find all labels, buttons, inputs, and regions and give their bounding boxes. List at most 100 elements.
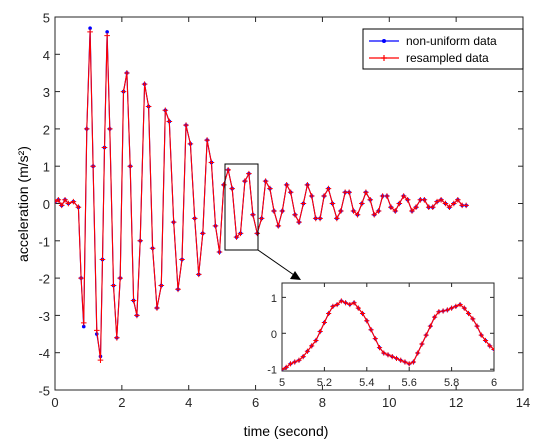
- inset-data-point: [304, 348, 311, 354]
- main-data-point: [262, 178, 269, 184]
- main-data-point: [83, 126, 90, 132]
- main-data-point: [434, 198, 440, 205]
- main-data-point: [371, 211, 378, 218]
- main-y-tick-label: -5: [38, 384, 50, 399]
- inset-data-point: [389, 354, 395, 360]
- inset-data-point: [334, 301, 340, 308]
- zoom-region-box: [224, 163, 259, 251]
- inset-data-point: [313, 337, 319, 344]
- inset-x-tick-label: 5.2: [317, 377, 332, 389]
- inset-plot-area: [281, 282, 495, 372]
- main-data-point: [267, 185, 273, 192]
- legend: non-uniform data resampled data: [362, 28, 524, 70]
- inset-data-point: [321, 319, 327, 326]
- inset-axes: 5 5.2 5.4 5.6 5.8 6 -1 0 1: [267, 282, 497, 389]
- inset-x-tick-label: 5: [279, 377, 285, 389]
- main-data-point: [287, 189, 294, 196]
- main-data-point: [87, 29, 93, 35]
- inset-data-point: [364, 318, 370, 324]
- inset-x-tick-label: 5.8: [444, 377, 459, 389]
- main-data-point: [229, 185, 235, 192]
- main-data-point: [246, 170, 252, 177]
- main-data-point: [221, 182, 227, 188]
- main-data-point: [388, 204, 394, 211]
- main-series-group: [55, 26, 469, 363]
- main-data-point: [225, 167, 231, 173]
- inset-data-point: [359, 310, 366, 317]
- inset-data-point: [410, 359, 417, 365]
- main-data-point: [254, 230, 261, 237]
- inset-data-point: [381, 350, 387, 356]
- inset-data-point: [449, 305, 455, 311]
- main-data-point: [283, 182, 290, 188]
- main-data-point: [124, 70, 130, 76]
- main-data-point: [250, 211, 256, 218]
- inset-data-point: [287, 361, 294, 367]
- main-x-tick-label: 10: [382, 395, 396, 410]
- inset-y-tick-label: 0: [271, 329, 277, 341]
- main-data-point: [166, 118, 173, 125]
- main-data-point: [334, 215, 340, 222]
- main-x-tick-label: 2: [118, 395, 125, 410]
- main-data-point: [105, 30, 109, 34]
- inset-data-point: [393, 355, 400, 362]
- main-data-point: [367, 196, 374, 203]
- inset-data-point: [330, 303, 336, 309]
- inset-data-point: [282, 366, 285, 371]
- inset-data-point: [309, 343, 315, 349]
- inset-y-tick-label: 1: [271, 293, 277, 305]
- main-data-point: [292, 211, 298, 218]
- inset-data-point: [347, 301, 353, 308]
- inset-data-point: [482, 337, 489, 344]
- legend-label-non-uniform: non-uniform data: [406, 34, 497, 48]
- main-data-point: [110, 282, 117, 289]
- main-data-point: [208, 159, 215, 166]
- main-data-point: [359, 200, 365, 207]
- inset-data-point: [440, 308, 446, 314]
- main-data-point: [97, 357, 104, 363]
- main-data-point: [455, 196, 461, 203]
- inset-data-point: [326, 310, 332, 317]
- main-data-point: [170, 219, 177, 225]
- main-data-point: [117, 275, 123, 281]
- main-data-point: [141, 81, 148, 87]
- main-x-tick-label: 4: [185, 395, 192, 410]
- main-data-point: [304, 182, 311, 188]
- main-data-point: [375, 208, 382, 214]
- main-data-point: [413, 204, 419, 211]
- main-data-point: [279, 208, 286, 214]
- main-y-tick-label: 5: [43, 11, 50, 26]
- inset-x-tick-label: 5.4: [359, 377, 374, 389]
- main-data-point: [93, 327, 100, 334]
- main-data-point: [463, 202, 469, 209]
- main-data-point: [446, 204, 453, 211]
- inset-data-point: [372, 336, 378, 342]
- legend-box: [362, 28, 524, 70]
- legend-marker-resampled: [381, 55, 387, 61]
- main-y-tick-label: 4: [43, 48, 50, 63]
- inset-data-point: [368, 327, 374, 333]
- inset-y-tick-label: -1: [267, 365, 277, 377]
- inset-data-point: [457, 301, 463, 308]
- inset-data-point: [398, 357, 404, 363]
- main-data-point: [65, 200, 72, 207]
- main-data-point: [162, 107, 169, 114]
- main-y-tick-label: -4: [38, 346, 50, 361]
- main-data-point: [99, 256, 106, 263]
- main-data-point: [88, 26, 92, 30]
- inset-data-point: [453, 303, 459, 309]
- main-y-tick-label: -2: [38, 272, 50, 287]
- main-data-point: [329, 200, 336, 207]
- main-data-point: [55, 198, 58, 205]
- inset-data-point: [338, 298, 344, 304]
- main-data-point: [354, 211, 361, 218]
- main-data-point: [237, 230, 244, 237]
- main-x-tick-label: 6: [252, 395, 259, 410]
- main-data-point: [107, 126, 113, 132]
- y-axis-label: acceleration (m/s²): [15, 146, 31, 262]
- main-data-point: [175, 286, 181, 293]
- main-data-point: [81, 324, 86, 329]
- inset-data-point: [419, 341, 425, 347]
- main-data-point: [404, 196, 411, 203]
- main-data-point: [204, 137, 210, 143]
